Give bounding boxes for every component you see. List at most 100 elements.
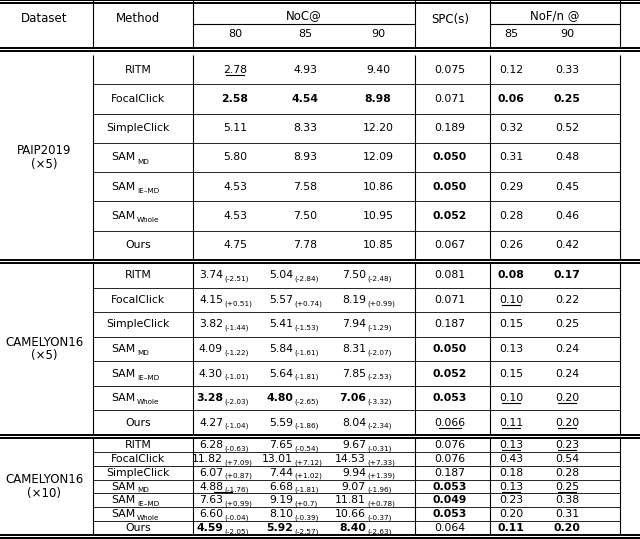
Text: 0.45: 0.45 xyxy=(555,182,579,192)
Text: 0.29: 0.29 xyxy=(499,182,523,192)
Text: 0.189: 0.189 xyxy=(435,123,465,133)
Text: 0.23: 0.23 xyxy=(555,440,579,450)
Text: 9.19: 9.19 xyxy=(269,495,293,506)
Text: 8.93: 8.93 xyxy=(293,153,317,162)
Text: (-0.04): (-0.04) xyxy=(224,514,248,521)
Text: 0.25: 0.25 xyxy=(555,320,579,329)
Text: SAM: SAM xyxy=(112,393,136,403)
Text: (-1.86): (-1.86) xyxy=(294,423,318,430)
Text: 9.40: 9.40 xyxy=(366,65,390,74)
Text: 0.28: 0.28 xyxy=(555,468,579,478)
Text: 8.40: 8.40 xyxy=(339,523,366,533)
Text: (-1.76): (-1.76) xyxy=(224,487,248,493)
Text: 7.78: 7.78 xyxy=(293,240,317,250)
Text: CAMELYON16: CAMELYON16 xyxy=(5,473,83,486)
Text: (+0.99): (+0.99) xyxy=(224,501,252,507)
Text: 2.58: 2.58 xyxy=(221,94,248,104)
Text: 0.076: 0.076 xyxy=(435,440,465,450)
Text: 4.09: 4.09 xyxy=(199,344,223,354)
Text: 0.13: 0.13 xyxy=(499,440,523,450)
Text: PAIP2019: PAIP2019 xyxy=(17,144,71,157)
Text: 0.12: 0.12 xyxy=(499,65,523,74)
Text: 0.067: 0.067 xyxy=(435,240,465,250)
Text: 7.50: 7.50 xyxy=(342,270,366,280)
Text: SAM: SAM xyxy=(112,495,136,506)
Text: (-2.65): (-2.65) xyxy=(294,398,318,405)
Text: 0.25: 0.25 xyxy=(554,94,580,104)
Text: 8.33: 8.33 xyxy=(293,123,317,133)
Text: 7.85: 7.85 xyxy=(342,369,366,378)
Text: 4.59: 4.59 xyxy=(196,523,223,533)
Text: 0.15: 0.15 xyxy=(499,320,523,329)
Text: 5.80: 5.80 xyxy=(223,153,247,162)
Text: (+0.7): (+0.7) xyxy=(294,501,317,507)
Text: (×5): (×5) xyxy=(31,349,57,363)
Text: SAM: SAM xyxy=(112,481,136,492)
Text: (-1.22): (-1.22) xyxy=(224,349,248,356)
Text: (+0.99): (+0.99) xyxy=(367,300,395,307)
Text: SimpleClick: SimpleClick xyxy=(106,468,170,478)
Text: 4.88: 4.88 xyxy=(199,481,223,492)
Text: 0.050: 0.050 xyxy=(433,344,467,354)
Text: (+0.78): (+0.78) xyxy=(367,501,395,507)
Text: 0.10: 0.10 xyxy=(499,295,523,305)
Text: 0.43: 0.43 xyxy=(499,454,523,464)
Text: 10.85: 10.85 xyxy=(362,240,394,250)
Text: (+7.09): (+7.09) xyxy=(224,459,252,466)
Text: 0.050: 0.050 xyxy=(433,182,467,192)
Text: 0.11: 0.11 xyxy=(498,523,524,533)
Text: 0.052: 0.052 xyxy=(433,211,467,221)
Text: (+1.02): (+1.02) xyxy=(294,473,322,479)
Text: (-1.01): (-1.01) xyxy=(224,374,248,381)
Text: 0.24: 0.24 xyxy=(555,369,579,378)
Text: 9.67: 9.67 xyxy=(342,440,366,450)
Text: RITM: RITM xyxy=(125,270,152,280)
Text: 0.31: 0.31 xyxy=(555,509,579,519)
Text: SAM: SAM xyxy=(112,509,136,519)
Text: 4.27: 4.27 xyxy=(199,418,223,428)
Text: 7.65: 7.65 xyxy=(269,440,293,450)
Text: 85: 85 xyxy=(298,29,312,39)
Text: 0.17: 0.17 xyxy=(554,270,580,280)
Text: 0.13: 0.13 xyxy=(499,481,523,492)
Text: 85: 85 xyxy=(504,29,518,39)
Text: 0.20: 0.20 xyxy=(499,509,523,519)
Text: 7.06: 7.06 xyxy=(339,393,366,403)
Text: 10.95: 10.95 xyxy=(362,211,394,221)
Text: 8.98: 8.98 xyxy=(365,94,392,104)
Text: FocalClick: FocalClick xyxy=(111,94,165,104)
Text: (-2.05): (-2.05) xyxy=(224,528,248,535)
Text: (-0.31): (-0.31) xyxy=(367,445,392,452)
Text: 0.187: 0.187 xyxy=(435,320,465,329)
Text: Whole: Whole xyxy=(137,399,159,405)
Text: 8.04: 8.04 xyxy=(342,418,366,428)
Text: 14.53: 14.53 xyxy=(335,454,366,464)
Text: IE–MD: IE–MD xyxy=(137,375,159,381)
Text: (-2.48): (-2.48) xyxy=(367,275,392,282)
Text: 0.10: 0.10 xyxy=(499,393,523,403)
Text: (-2.63): (-2.63) xyxy=(367,528,392,535)
Text: 4.80: 4.80 xyxy=(266,393,293,403)
Text: MD: MD xyxy=(137,350,149,356)
Text: 0.053: 0.053 xyxy=(433,481,467,492)
Text: 0.053: 0.053 xyxy=(433,509,467,519)
Text: SAM: SAM xyxy=(112,211,136,221)
Text: 4.54: 4.54 xyxy=(291,94,319,104)
Text: (+1.39): (+1.39) xyxy=(367,473,395,479)
Text: 10.66: 10.66 xyxy=(335,509,366,519)
Text: 0.11: 0.11 xyxy=(499,418,523,428)
Text: MD: MD xyxy=(137,487,149,494)
Text: 0.52: 0.52 xyxy=(555,123,579,133)
Text: 0.053: 0.053 xyxy=(433,393,467,403)
Text: 0.32: 0.32 xyxy=(499,123,523,133)
Text: (+7.33): (+7.33) xyxy=(367,459,395,466)
Text: 90: 90 xyxy=(371,29,385,39)
Text: 0.18: 0.18 xyxy=(499,468,523,478)
Text: 3.74: 3.74 xyxy=(199,270,223,280)
Text: 0.08: 0.08 xyxy=(498,270,524,280)
Text: 12.09: 12.09 xyxy=(362,153,394,162)
Text: (-2.57): (-2.57) xyxy=(294,528,318,535)
Text: (-1.81): (-1.81) xyxy=(294,374,318,381)
Text: 8.10: 8.10 xyxy=(269,509,293,519)
Text: 5.04: 5.04 xyxy=(269,270,293,280)
